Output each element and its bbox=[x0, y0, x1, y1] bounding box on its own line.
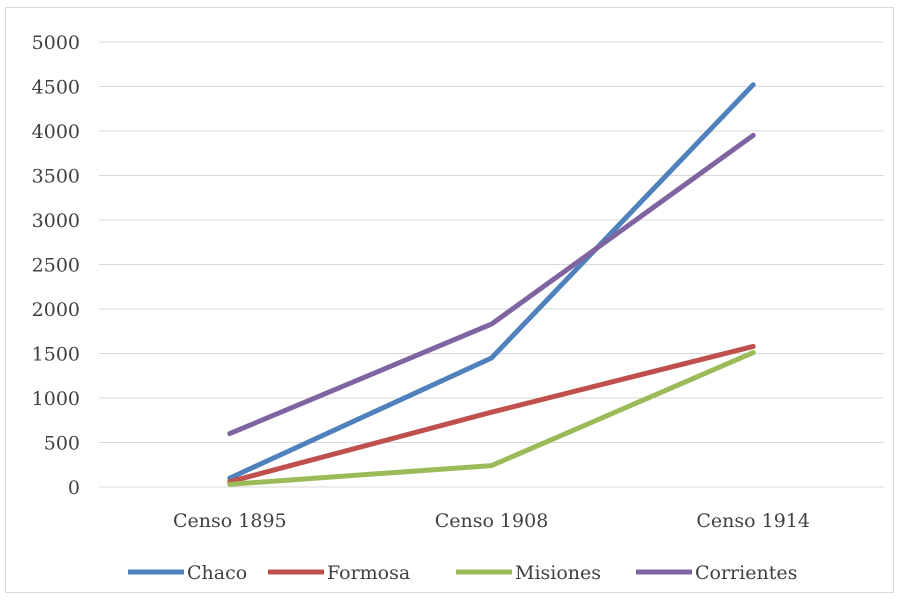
y-tick-label: 0 bbox=[68, 477, 80, 499]
y-tick-label: 1500 bbox=[32, 344, 80, 366]
legend-label: Misiones bbox=[515, 562, 601, 584]
y-tick-label: 3000 bbox=[32, 210, 80, 232]
y-tick-label: 4500 bbox=[32, 77, 80, 99]
x-tick-label: Censo 1908 bbox=[435, 510, 549, 532]
y-tick-label: 3500 bbox=[32, 166, 80, 188]
y-tick-label: 4000 bbox=[32, 121, 80, 143]
y-tick-label: 2500 bbox=[32, 255, 80, 277]
legend-item: Chaco bbox=[128, 562, 247, 584]
y-axis-ticks: 0 500 1000 1500 2000 2500 3000 3500 4000 4500 5000 bbox=[32, 32, 80, 499]
series-line-chaco bbox=[227, 82, 756, 481]
gridlines bbox=[99, 41, 884, 488]
y-tick-label: 5000 bbox=[32, 32, 80, 54]
x-tick-label: Censo 1895 bbox=[173, 510, 287, 532]
y-tick-label: 2000 bbox=[32, 299, 80, 321]
chart-frame bbox=[5, 7, 894, 593]
legend-item: Formosa bbox=[268, 562, 410, 584]
series-line-formosa bbox=[227, 343, 756, 485]
legend-label: Formosa bbox=[327, 562, 410, 584]
x-axis-ticks: Censo 1895 Censo 1908 Censo 1914 bbox=[173, 510, 810, 532]
legend-item: Corrientes bbox=[636, 562, 797, 584]
legend-label: Chaco bbox=[187, 562, 247, 584]
y-tick-label: 500 bbox=[44, 433, 80, 455]
x-tick-label: Censo 1914 bbox=[696, 510, 810, 532]
series-line-corrientes bbox=[227, 132, 756, 437]
y-tick-label: 1000 bbox=[32, 388, 80, 410]
series-lines bbox=[227, 82, 756, 487]
legend-item: Misiones bbox=[456, 562, 601, 584]
legend: Chaco Formosa Misiones Corrientes bbox=[128, 562, 797, 584]
legend-label: Corrientes bbox=[695, 562, 797, 584]
series-line-misiones bbox=[227, 350, 756, 487]
